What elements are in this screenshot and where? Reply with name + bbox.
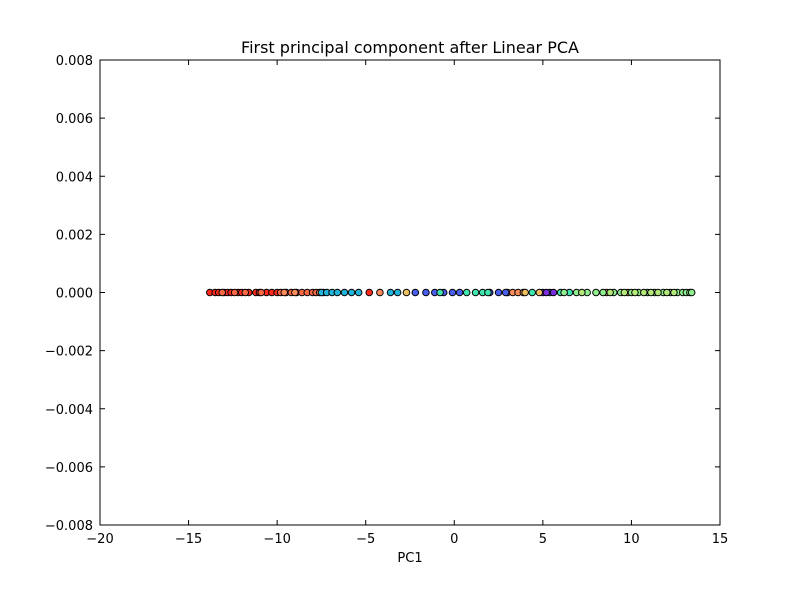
data-point — [333, 288, 342, 297]
y-tick-label: −0.008 — [45, 519, 93, 534]
y-tick-label: 0.002 — [56, 228, 93, 243]
data-point — [647, 288, 655, 297]
data-point — [462, 288, 471, 297]
data-point — [291, 288, 299, 297]
data-point — [347, 288, 356, 297]
data-point — [549, 288, 558, 297]
y-axis: 0.008 0.006 0.004 0.002 0.000 −0.002 −0.004 −0.… — [45, 54, 720, 534]
x-axis: −20 −15 −10 −5 0 5 10 15 — [86, 60, 728, 547]
x-tick-label: −5 — [356, 532, 375, 547]
data-point — [542, 288, 551, 297]
x-tick-label: 0 — [450, 532, 458, 547]
y-tick-label: −0.006 — [45, 461, 93, 476]
chart-title: First principal component after Linear P… — [241, 38, 579, 57]
x-tick-label: −20 — [86, 532, 113, 547]
x-tick-label: 5 — [539, 532, 547, 547]
data-point — [448, 288, 457, 297]
y-tick-label: −0.002 — [45, 345, 93, 360]
y-tick-label: 0.006 — [56, 112, 93, 127]
data-point — [241, 288, 250, 297]
data-point — [535, 288, 544, 297]
data-point — [494, 288, 503, 297]
data-point — [354, 288, 363, 297]
data-point — [436, 288, 444, 297]
data-point — [528, 288, 537, 297]
data-point — [393, 288, 402, 297]
data-point — [484, 288, 492, 297]
data-point — [606, 288, 614, 297]
axes-frame — [99, 59, 721, 526]
data-point — [620, 288, 629, 297]
data-point — [230, 288, 239, 297]
data-point — [422, 288, 430, 297]
x-tick-label: −15 — [175, 532, 202, 547]
x-tick-label: 10 — [623, 532, 640, 547]
data-point — [592, 288, 600, 297]
data-point — [654, 288, 662, 297]
data-points — [206, 288, 696, 297]
data-point — [471, 288, 480, 297]
data-point — [670, 288, 678, 297]
data-point — [365, 288, 374, 297]
x-tick-label: 15 — [712, 532, 729, 547]
data-point — [663, 288, 671, 297]
data-point — [455, 288, 464, 297]
data-point — [521, 288, 529, 297]
data-point — [687, 288, 696, 297]
data-point — [501, 288, 510, 297]
data-point — [560, 288, 568, 297]
data-point — [376, 288, 384, 297]
data-point — [599, 288, 607, 297]
data-point — [411, 288, 420, 297]
x-axis-label: PC1 — [397, 551, 422, 566]
data-point — [640, 288, 648, 297]
x-tick-label: −10 — [263, 532, 290, 547]
y-tick-label: 0.000 — [56, 287, 93, 302]
data-point — [218, 288, 227, 297]
data-point — [578, 288, 586, 297]
y-tick-label: 0.004 — [56, 170, 93, 185]
data-point — [280, 288, 289, 297]
data-point — [340, 288, 349, 297]
data-point — [257, 288, 266, 297]
data-point — [631, 288, 639, 297]
y-tick-label: 0.008 — [56, 54, 93, 69]
y-tick-label: −0.004 — [45, 403, 93, 418]
data-point — [402, 288, 411, 297]
data-point — [386, 288, 395, 297]
